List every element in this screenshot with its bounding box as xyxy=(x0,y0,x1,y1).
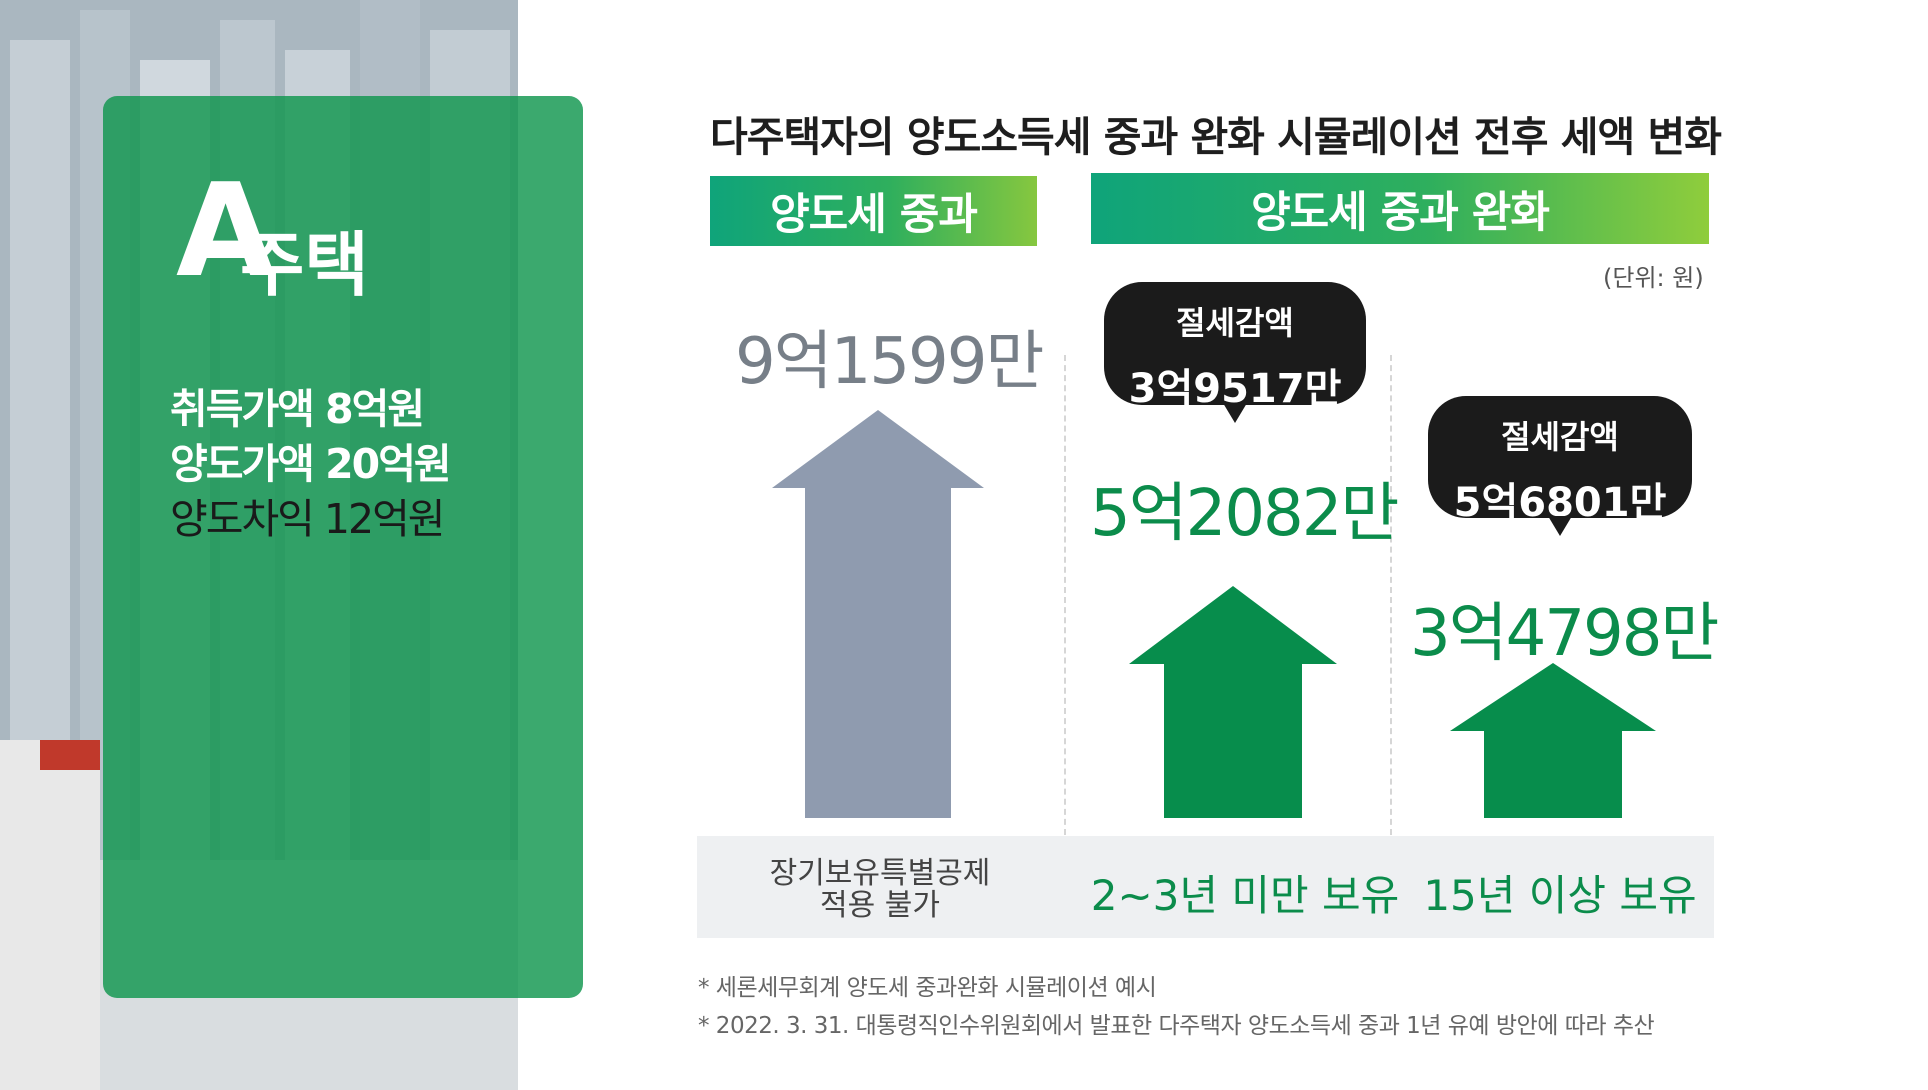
category-band xyxy=(697,836,1714,938)
banner-eased-tax: 양도세 중과 완화 xyxy=(1091,173,1709,244)
banner-heavy-tax: 양도세 중과 xyxy=(710,176,1037,246)
sale-price: 양도가액 20억원 xyxy=(170,440,452,488)
category-label-3: 15년 이상 보유 xyxy=(1423,871,1697,920)
basis-note: * 2022. 3. 31. 대통령직인수위원회에서 발표한 다주택자 양도소득… xyxy=(698,1013,1655,1039)
category-label-2: 2~3년 미만 보유 xyxy=(1090,871,1400,920)
column-divider xyxy=(1064,355,1066,835)
source-note: * 세론세무회계 양도세 중과완화 시뮬레이션 예시 xyxy=(698,975,1157,1001)
savings-label: 절세감액 xyxy=(1176,304,1294,342)
arrow-bar-3 xyxy=(1450,663,1656,818)
house-info-panel xyxy=(103,96,583,998)
category-label-1-line-2: 적용 불가 xyxy=(820,888,940,923)
capital-gain: 양도차익 12억원 xyxy=(170,495,446,543)
savings-bubble-1: 절세감액 3억9517만 xyxy=(1104,282,1366,423)
acquisition-price: 취득가액 8억원 xyxy=(170,385,425,433)
arrow-bar-1 xyxy=(772,410,984,818)
house-word: 주택 xyxy=(240,224,369,306)
savings-bubble-2: 절세감액 5억6801만 xyxy=(1428,396,1692,536)
arrow-bar-2 xyxy=(1129,586,1337,818)
chart-title: 다주택자의 양도소득세 중과 완화 시뮬레이션 전후 세액 변화 xyxy=(710,113,1722,161)
house-letter: A xyxy=(176,157,275,306)
value-label-1: 9억1599만 xyxy=(735,325,1044,399)
unit-label: (단위: 원) xyxy=(1603,264,1704,292)
category-label-1: 장기보유특별공제 적용 불가 xyxy=(740,858,1020,922)
column-divider xyxy=(1390,355,1392,835)
value-label-2: 5억2082만 xyxy=(1090,477,1399,551)
value-label-3: 3억4798만 xyxy=(1410,597,1719,671)
category-label-1-line-1: 장기보유특별공제 xyxy=(769,856,991,891)
savings-label: 절세감액 xyxy=(1501,418,1619,456)
